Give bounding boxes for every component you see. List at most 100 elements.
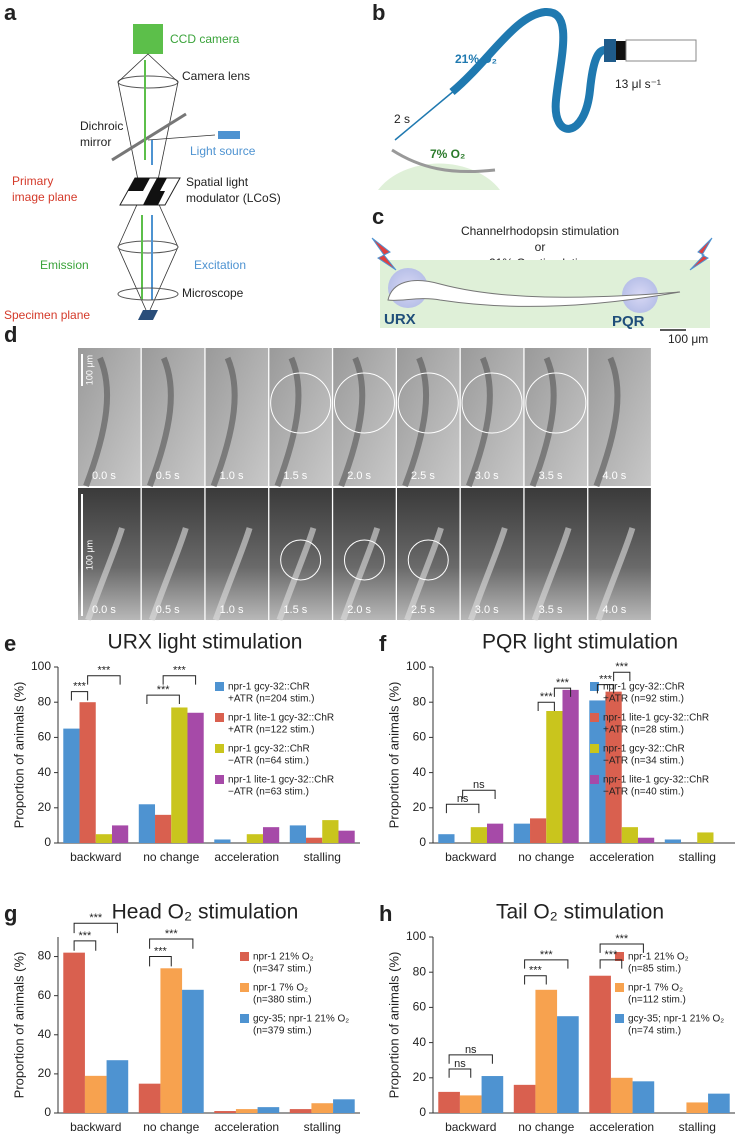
significance-label: ns bbox=[473, 779, 485, 791]
video-frame bbox=[460, 488, 524, 620]
significance-bracket bbox=[599, 959, 623, 969]
label: Emission bbox=[40, 258, 89, 272]
x-tick-label: no change bbox=[143, 850, 199, 864]
bar bbox=[686, 1102, 709, 1113]
legend-swatch bbox=[215, 713, 224, 722]
y-tick-label: 40 bbox=[413, 1035, 427, 1049]
video-frame bbox=[588, 488, 651, 620]
dichroic-mirror bbox=[111, 112, 187, 162]
worm bbox=[85, 527, 125, 622]
video-frame bbox=[397, 348, 460, 486]
y-tick-label: 80 bbox=[413, 694, 427, 708]
bar bbox=[589, 700, 606, 843]
legend-note: +ATR (n=28 stim.) bbox=[603, 725, 684, 736]
y-axis-label: Proportion of animals (%) bbox=[11, 952, 26, 1099]
slm-icon bbox=[119, 177, 181, 206]
significance-label: *** bbox=[615, 933, 629, 945]
y-tick-label: 20 bbox=[413, 1070, 427, 1084]
legend-swatch bbox=[590, 713, 599, 722]
chart-title: PQR light stimulation bbox=[482, 631, 678, 654]
legend-note: +ATR (n=122 stim.) bbox=[228, 725, 315, 736]
legend-swatch bbox=[240, 952, 249, 961]
y-tick-label: 40 bbox=[38, 1027, 52, 1041]
legend-label: npr-1 7% O₂ bbox=[628, 983, 683, 994]
y-tick-label: 0 bbox=[44, 1105, 51, 1119]
legend-swatch bbox=[215, 775, 224, 784]
bar bbox=[235, 1109, 258, 1113]
significance-bracket bbox=[462, 789, 496, 799]
panel-d: d 0.0 s 0.5 s 1.0 s 1.5 s 2.0 s 2.5 s 3.0 s 3.5… bbox=[4, 322, 651, 622]
bar bbox=[338, 830, 355, 843]
significance-bracket bbox=[149, 938, 194, 949]
worm bbox=[148, 527, 189, 622]
bar bbox=[257, 1107, 280, 1113]
legend-label: npr-1 lite-1 gcy-32::ChR bbox=[603, 713, 709, 724]
significance-label: *** bbox=[540, 691, 554, 703]
legend-swatch bbox=[240, 1014, 249, 1023]
video-frame bbox=[78, 348, 141, 486]
video-frame bbox=[141, 348, 205, 486]
significance-label: ns bbox=[465, 1044, 477, 1056]
video-frame bbox=[524, 488, 588, 620]
bar bbox=[311, 1103, 334, 1113]
significance-label: *** bbox=[73, 681, 87, 693]
y-tick-label: 20 bbox=[38, 800, 52, 814]
lightning-icon bbox=[371, 237, 397, 271]
bar bbox=[664, 839, 682, 843]
worm bbox=[465, 356, 493, 488]
lens bbox=[117, 240, 179, 254]
legend-note: −ATR (n=63 stim.) bbox=[228, 787, 309, 798]
x-tick-label: acceleration bbox=[589, 1120, 654, 1134]
ray bbox=[147, 134, 216, 141]
bar bbox=[610, 1077, 633, 1113]
bar bbox=[106, 1060, 129, 1113]
scale-label: 100 μm bbox=[84, 355, 94, 385]
worm bbox=[595, 527, 636, 622]
significance-bracket bbox=[448, 1054, 493, 1064]
worm bbox=[146, 356, 174, 488]
y-tick-label: 40 bbox=[413, 765, 427, 779]
label: 13 μl s⁻¹ bbox=[615, 77, 661, 91]
panel-letter: e bbox=[4, 631, 16, 656]
legend-note: +ATR (n=92 stim.) bbox=[603, 694, 684, 705]
bar bbox=[289, 825, 307, 843]
x-tick-label: stalling bbox=[304, 1120, 341, 1134]
label: Spatial light bbox=[186, 175, 249, 189]
y-tick-label: 0 bbox=[419, 1105, 426, 1119]
bar bbox=[530, 818, 547, 843]
bar bbox=[182, 989, 204, 1113]
x-tick-label: no change bbox=[143, 1120, 199, 1134]
significance-bracket bbox=[537, 701, 555, 711]
bar bbox=[246, 834, 263, 843]
x-tick-label: stalling bbox=[679, 1120, 716, 1134]
panel-letter: g bbox=[4, 901, 17, 926]
label: Camera lens bbox=[182, 69, 250, 83]
bar bbox=[214, 839, 231, 843]
label: Excitation bbox=[194, 258, 246, 272]
y-tick-label: 60 bbox=[38, 730, 52, 744]
panel-letter: f bbox=[379, 631, 387, 656]
label: PQR bbox=[612, 313, 645, 330]
worm bbox=[529, 356, 557, 488]
bar-chart: f PQR light stimulation Proportion of anim… bbox=[379, 631, 735, 864]
label: Channelrhodopsin stimulation bbox=[461, 224, 619, 238]
bar bbox=[470, 827, 487, 843]
bar bbox=[95, 834, 112, 843]
video-frame bbox=[524, 348, 588, 486]
x-tick-label: no change bbox=[518, 850, 574, 864]
worm bbox=[338, 356, 366, 488]
bar bbox=[697, 832, 714, 843]
legend-note: +ATR (n=204 stim.) bbox=[228, 694, 315, 705]
bar bbox=[438, 834, 455, 843]
legend-note: (n=379 stim.) bbox=[253, 1026, 312, 1037]
bar bbox=[262, 827, 280, 843]
time-label: 4.0 s bbox=[602, 470, 626, 482]
legend-label: npr-1 21% O₂ bbox=[253, 952, 314, 963]
significance-bracket bbox=[448, 1068, 472, 1078]
bar bbox=[306, 837, 323, 843]
significance-bracket bbox=[613, 671, 631, 682]
panel-c: c Channelrhodopsin stimulation or 21% O₂… bbox=[371, 204, 713, 346]
legend-note: (n=347 stim.) bbox=[253, 964, 312, 975]
worm bbox=[404, 527, 444, 622]
significance-label: *** bbox=[556, 677, 570, 689]
